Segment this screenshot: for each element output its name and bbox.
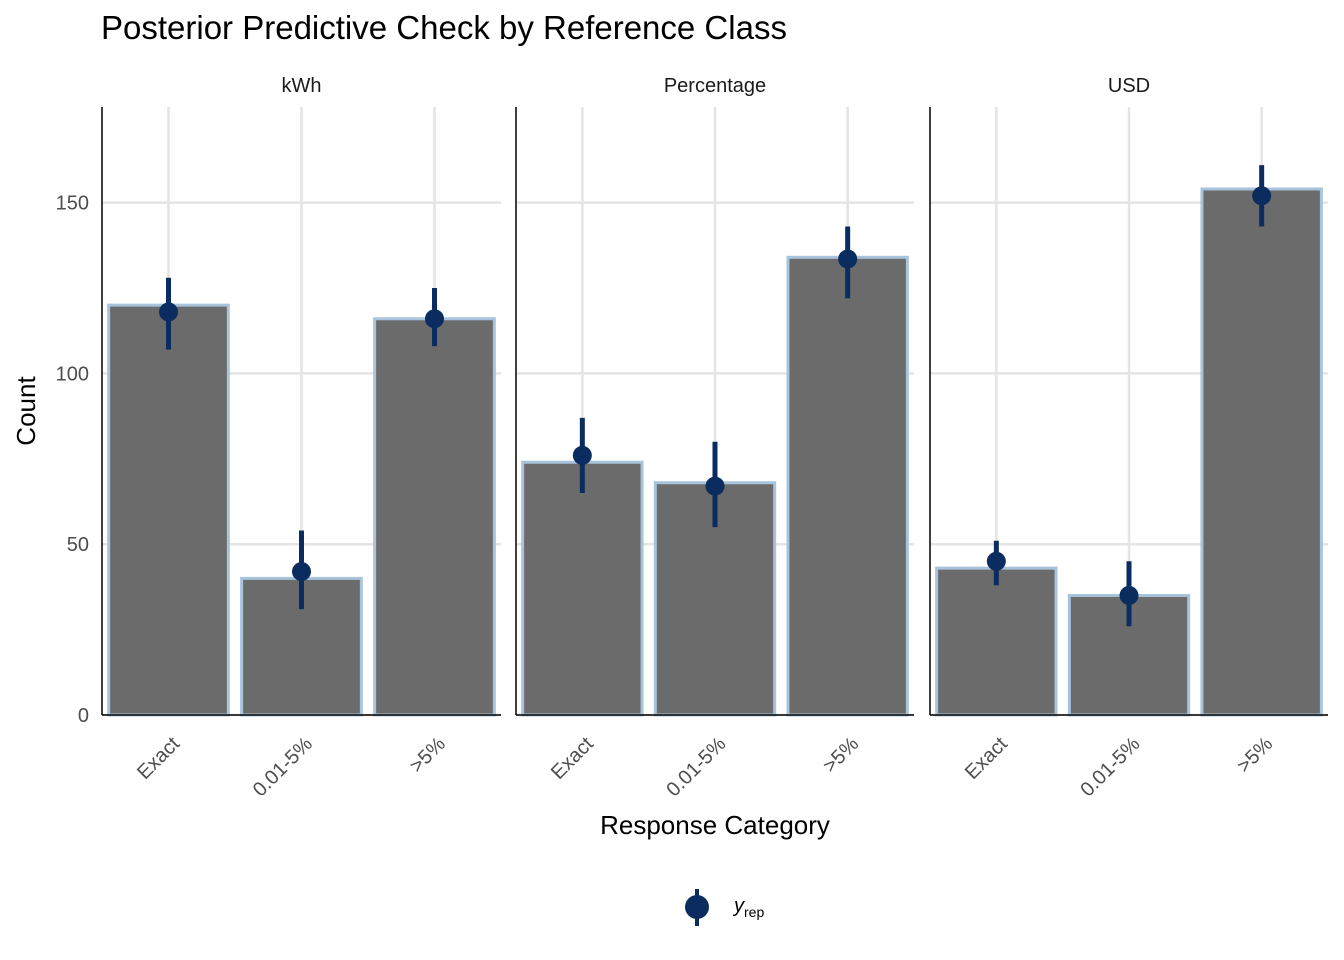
- x-tick-label: 0.01-5%: [662, 733, 730, 801]
- yrep-point: [572, 445, 592, 465]
- yrep-point: [425, 309, 444, 329]
- bar-observed: [786, 255, 909, 717]
- x-axis-title: Response Category: [600, 810, 830, 840]
- legend-symbol: y: [732, 895, 745, 917]
- y-tick-label: 150: [56, 193, 89, 215]
- bar-observed: [521, 460, 644, 717]
- legend: yrep: [685, 889, 764, 926]
- x-tick-label: Exact: [547, 733, 598, 784]
- x-tick-label: Exact: [961, 733, 1012, 784]
- y-tick-label: 50: [67, 534, 89, 556]
- x-tick-label: Exact: [133, 733, 184, 784]
- y-tick-label: 0: [78, 705, 89, 727]
- x-tick-label: >5%: [1233, 733, 1277, 777]
- bar-observed: [935, 566, 1058, 717]
- legend-point-marker: [685, 895, 709, 919]
- bar-observed: [107, 303, 230, 717]
- facet-strip-label: Percentage: [664, 75, 766, 97]
- x-tick-label: 0.01-5%: [249, 733, 317, 801]
- yrep-point: [159, 302, 178, 322]
- facet-usd: Exact 0.01-5% >5% USD: [929, 75, 1328, 801]
- facet-kwh: Exact 0.01-5% >5% kWh: [101, 75, 501, 801]
- y-axis-title: Count: [11, 376, 41, 446]
- y-tick-label: 100: [56, 363, 89, 385]
- facet-strip-label: kWh: [282, 75, 322, 97]
- x-tick-label: 0.01-5%: [1076, 733, 1144, 801]
- bar-observed: [1200, 187, 1323, 717]
- facet-percentage: Exact 0.01-5% >5% Percentage: [515, 75, 914, 801]
- yrep-point: [705, 476, 725, 496]
- yrep-point: [1119, 585, 1139, 605]
- facet-panels: Exact 0.01-5% >5% kWh Exact 0.01-5% >5% Percent…: [101, 75, 1328, 801]
- yrep-point: [1252, 186, 1272, 206]
- bar-observed: [373, 317, 496, 717]
- legend-label: yrep: [732, 895, 764, 920]
- yrep-point: [986, 551, 1006, 571]
- facet-strip-label: USD: [1108, 75, 1150, 97]
- x-tick-label: >5%: [819, 733, 863, 777]
- x-tick-label: >5%: [406, 733, 450, 777]
- y-axis-ticks: 0 50 100 150: [56, 193, 89, 727]
- yrep-point: [292, 562, 311, 582]
- chart-title: Posterior Predictive Check by Reference …: [101, 9, 787, 46]
- legend-subscript: rep: [744, 904, 764, 920]
- yrep-point: [838, 249, 858, 269]
